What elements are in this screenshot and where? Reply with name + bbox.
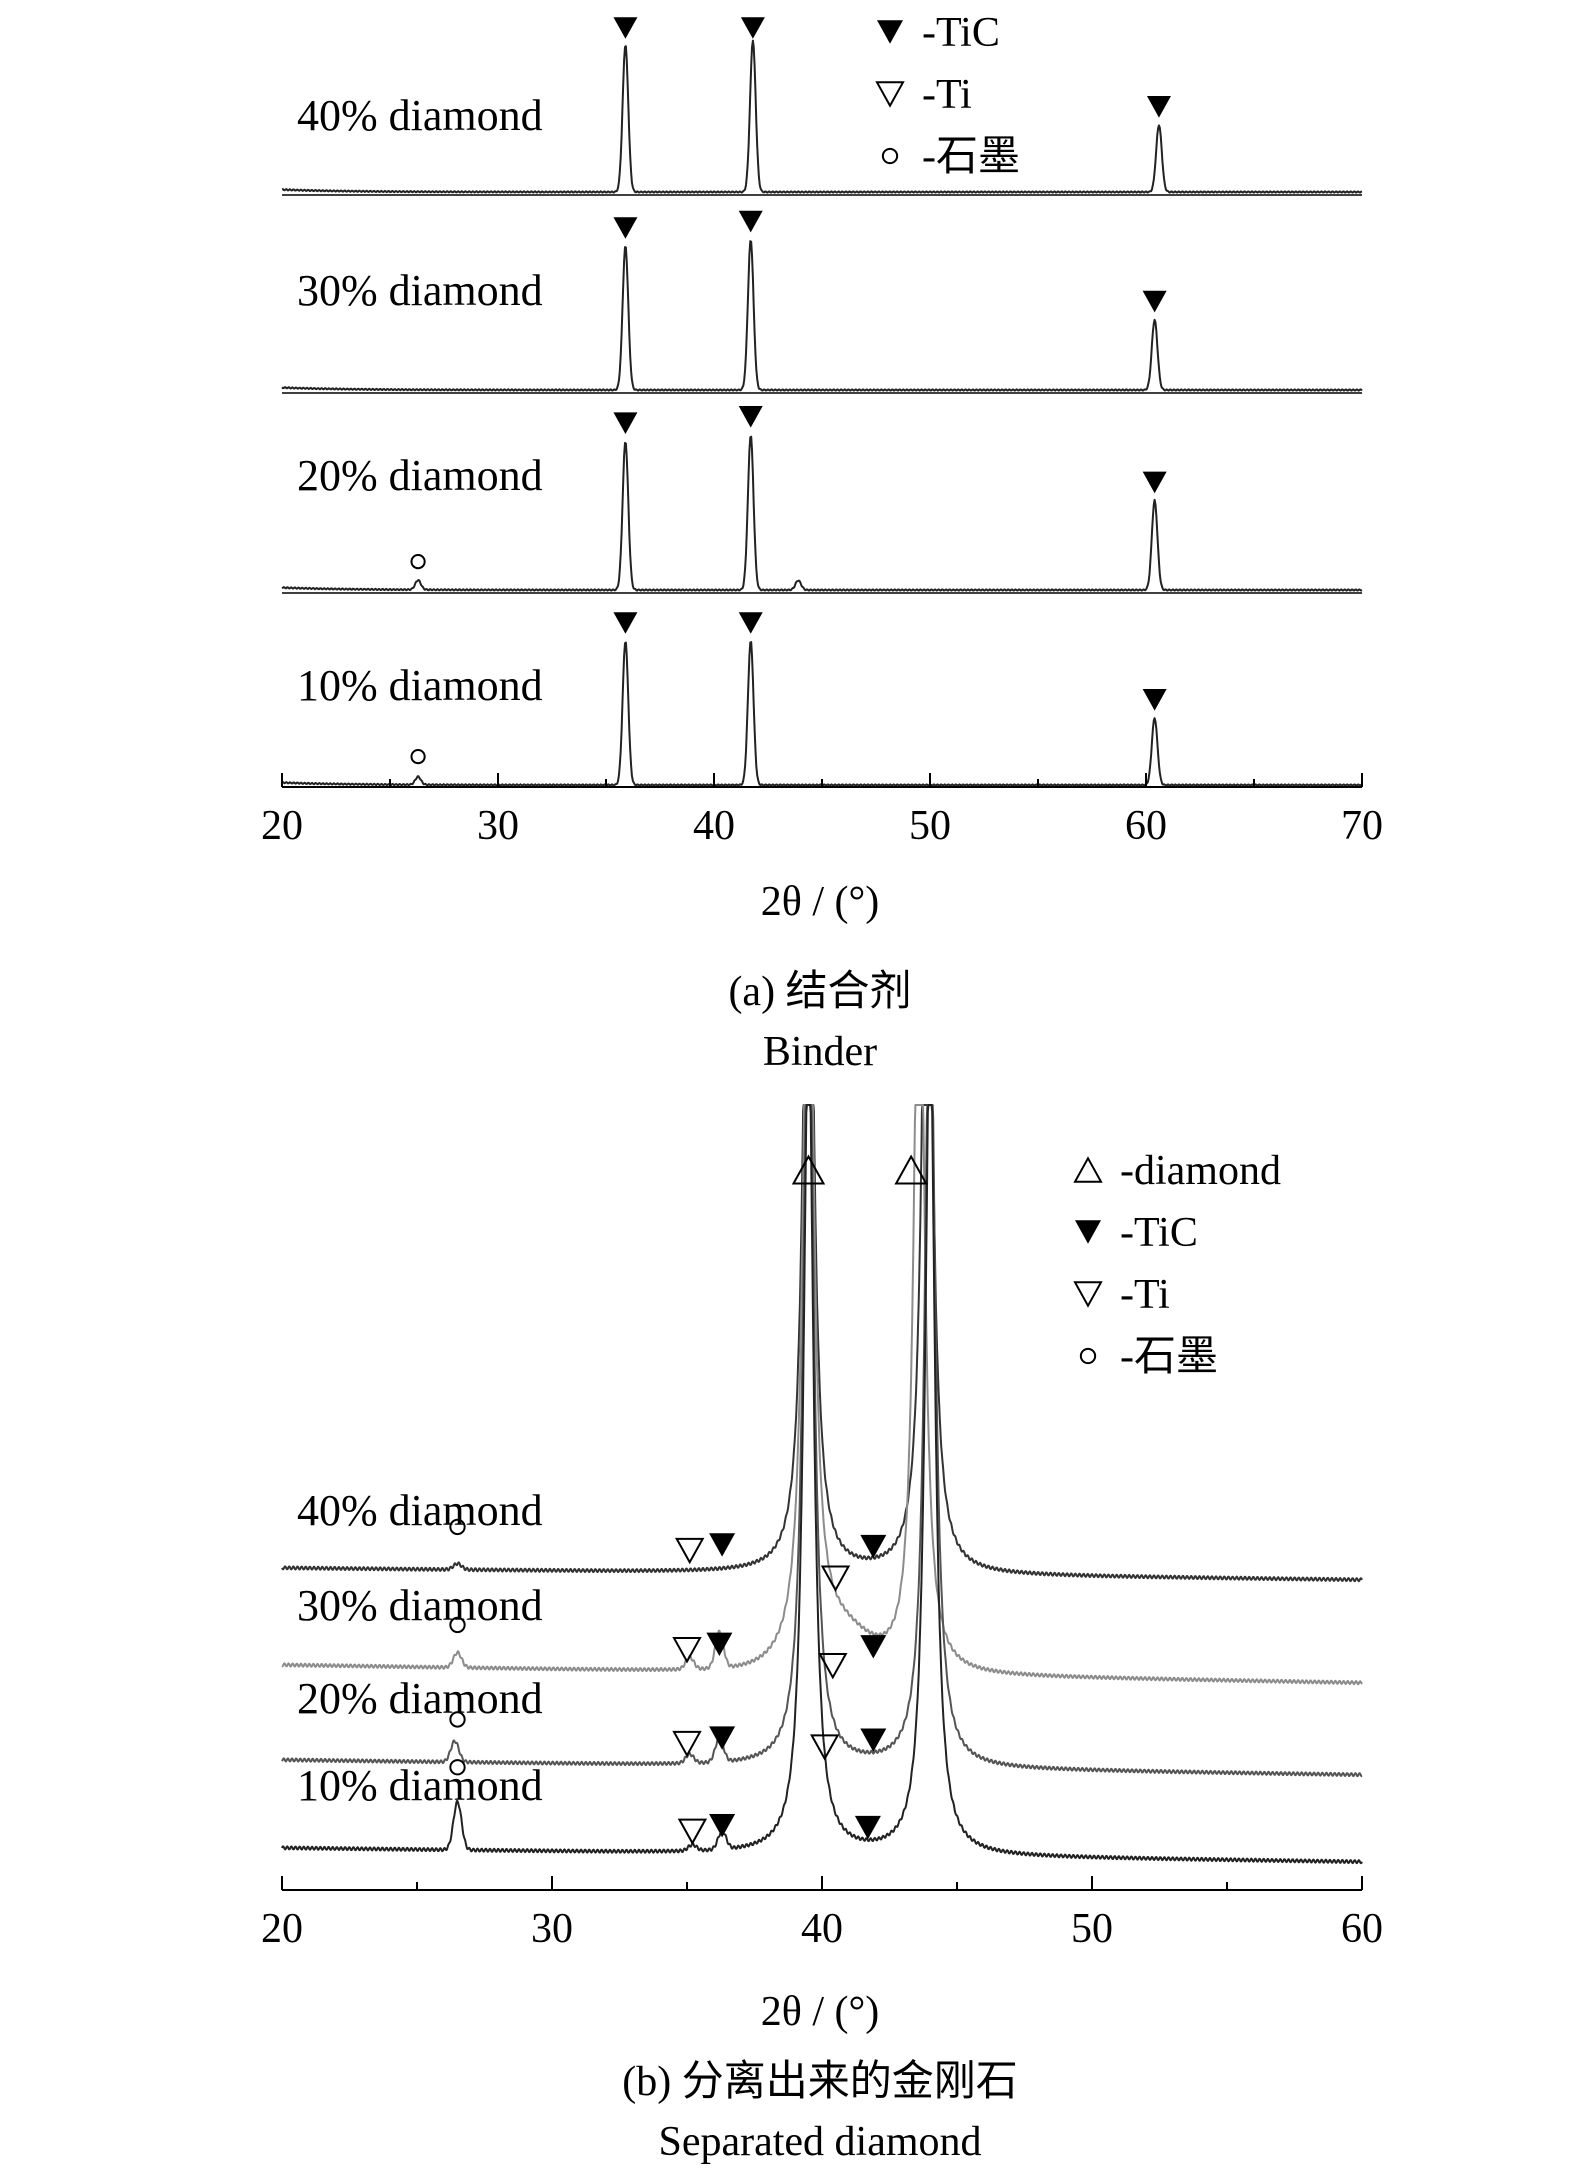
tic-marker — [709, 1533, 736, 1557]
panel-b-separated-diamond: 40% diamond 30% diamond 20% diamond 10% dia… — [261, 1104, 1383, 2165]
tic-marker — [738, 210, 763, 233]
legend-symbol — [1075, 1220, 1101, 1244]
tic-marker — [1146, 96, 1171, 118]
panel-b-caption-cn: (b) 分离出来的金刚石 — [622, 2058, 1017, 2105]
tic-marker — [706, 1632, 733, 1656]
ti-marker — [675, 1537, 705, 1565]
tic-marker — [613, 217, 638, 239]
x-tick-label: 60 — [1125, 803, 1167, 849]
panel-a-peak-markers — [410, 17, 1171, 765]
series-label: 30% diamond — [297, 1581, 543, 1630]
panel-b-series-labels: 40% diamond 30% diamond 20% diamond 10% dia… — [297, 1486, 543, 1810]
diamond-marker — [791, 1154, 826, 1185]
series-label: 10% diamond — [297, 661, 543, 710]
panel-a-x-axis-label: 2θ / (°) — [761, 879, 880, 925]
x-tick-label: 20 — [261, 1906, 303, 1952]
tic-marker — [854, 1815, 881, 1840]
legend-label: -石墨 — [1120, 1334, 1218, 1380]
panel-b-peak-markers — [449, 1154, 928, 1846]
x-tick-label: 30 — [477, 803, 519, 849]
x-tick-label: 60 — [1341, 1906, 1383, 1952]
graphite-marker — [410, 749, 426, 765]
panel-a-series-labels: 40% diamond 30% diamond 20% diamond 10% dia… — [297, 91, 543, 710]
x-tick-label: 40 — [693, 803, 735, 849]
graphite-marker — [449, 1616, 466, 1634]
panel-b-x-axis-label: 2θ / (°) — [761, 1989, 880, 2035]
trace-40diamond — [281, 39, 1363, 194]
x-tick-label: 50 — [1071, 1906, 1113, 1952]
series-label: 30% diamond — [297, 266, 543, 315]
x-tick-label: 70 — [1341, 803, 1383, 849]
legend-label: -Ti — [1120, 1272, 1170, 1318]
tic-marker — [860, 1728, 887, 1752]
series-label: 20% diamond — [297, 451, 543, 500]
trace-10diamond — [281, 1104, 1363, 1865]
panel-a-caption-cn: (a) 结合剂 — [728, 969, 911, 1015]
legend-symbol — [1073, 1156, 1103, 1183]
x-tick-label: 50 — [909, 803, 951, 849]
tic-marker — [740, 17, 765, 39]
panel-b-traces — [281, 1104, 1363, 1865]
graphite-marker — [449, 1518, 466, 1536]
ti-marker — [672, 1730, 702, 1758]
legend-symbol — [1073, 1281, 1103, 1308]
tic-marker — [1142, 290, 1167, 313]
x-tick-label: 20 — [261, 803, 303, 849]
graphite-marker — [410, 554, 426, 570]
legend-label: -石墨 — [922, 134, 1020, 180]
legend-label: -Ti — [922, 72, 972, 118]
panel-a-x-axis: 20 30 40 50 60 70 — [261, 773, 1383, 849]
trace-40diamond — [281, 1104, 1363, 1583]
series-label: 40% diamond — [297, 1486, 543, 1535]
graphite-marker — [449, 1759, 466, 1776]
legend-label: -TiC — [1120, 1210, 1198, 1256]
x-tick-label: 40 — [801, 1906, 843, 1952]
legend-label: -diamond — [1120, 1148, 1281, 1194]
ti-marker — [818, 1652, 848, 1680]
series-label: 10% diamond — [297, 1761, 543, 1810]
panel-b-legend: -diamond -TiC -Ti -石墨 — [1073, 1148, 1281, 1380]
ti-marker — [672, 1637, 702, 1664]
tic-marker — [1142, 471, 1167, 494]
panel-b-x-axis: 20 30 40 50 60 — [261, 1876, 1383, 1952]
trace-30diamond — [281, 240, 1363, 392]
tic-marker — [709, 1814, 736, 1838]
legend-symbol — [881, 147, 899, 165]
panel-a-caption-en: Binder — [763, 1029, 877, 1075]
series-label: 40% diamond — [297, 91, 543, 140]
ti-marker — [810, 1734, 840, 1761]
panel-a-legend: -TiC -Ti -石墨 — [875, 10, 1020, 180]
trace-20diamond — [281, 1104, 1363, 1778]
legend-label: -TiC — [922, 10, 1000, 56]
tic-marker — [709, 1726, 736, 1750]
tic-marker — [1142, 689, 1167, 711]
series-label: 20% diamond — [297, 1674, 543, 1723]
panel-a-binder: 40% diamond 30% diamond 20% diamond 10% dia… — [261, 10, 1383, 1075]
legend-symbol — [1079, 1347, 1097, 1365]
ti-marker — [677, 1818, 708, 1846]
panel-b-caption-en: Separated diamond — [658, 2119, 981, 2165]
tic-marker — [613, 612, 638, 634]
graphite-marker — [449, 1711, 466, 1728]
tic-marker — [738, 612, 763, 634]
trace-30diamond — [281, 1104, 1363, 1686]
tic-marker — [613, 412, 638, 434]
x-tick-label: 30 — [531, 1906, 573, 1952]
tic-marker — [860, 1534, 887, 1559]
tic-marker — [860, 1635, 887, 1659]
legend-symbol — [875, 81, 905, 108]
tic-marker — [613, 17, 638, 39]
trace-20diamond — [281, 435, 1363, 592]
tic-marker — [738, 406, 763, 428]
legend-symbol — [877, 20, 903, 44]
ti-marker — [820, 1565, 851, 1592]
diamond-marker — [894, 1154, 928, 1185]
